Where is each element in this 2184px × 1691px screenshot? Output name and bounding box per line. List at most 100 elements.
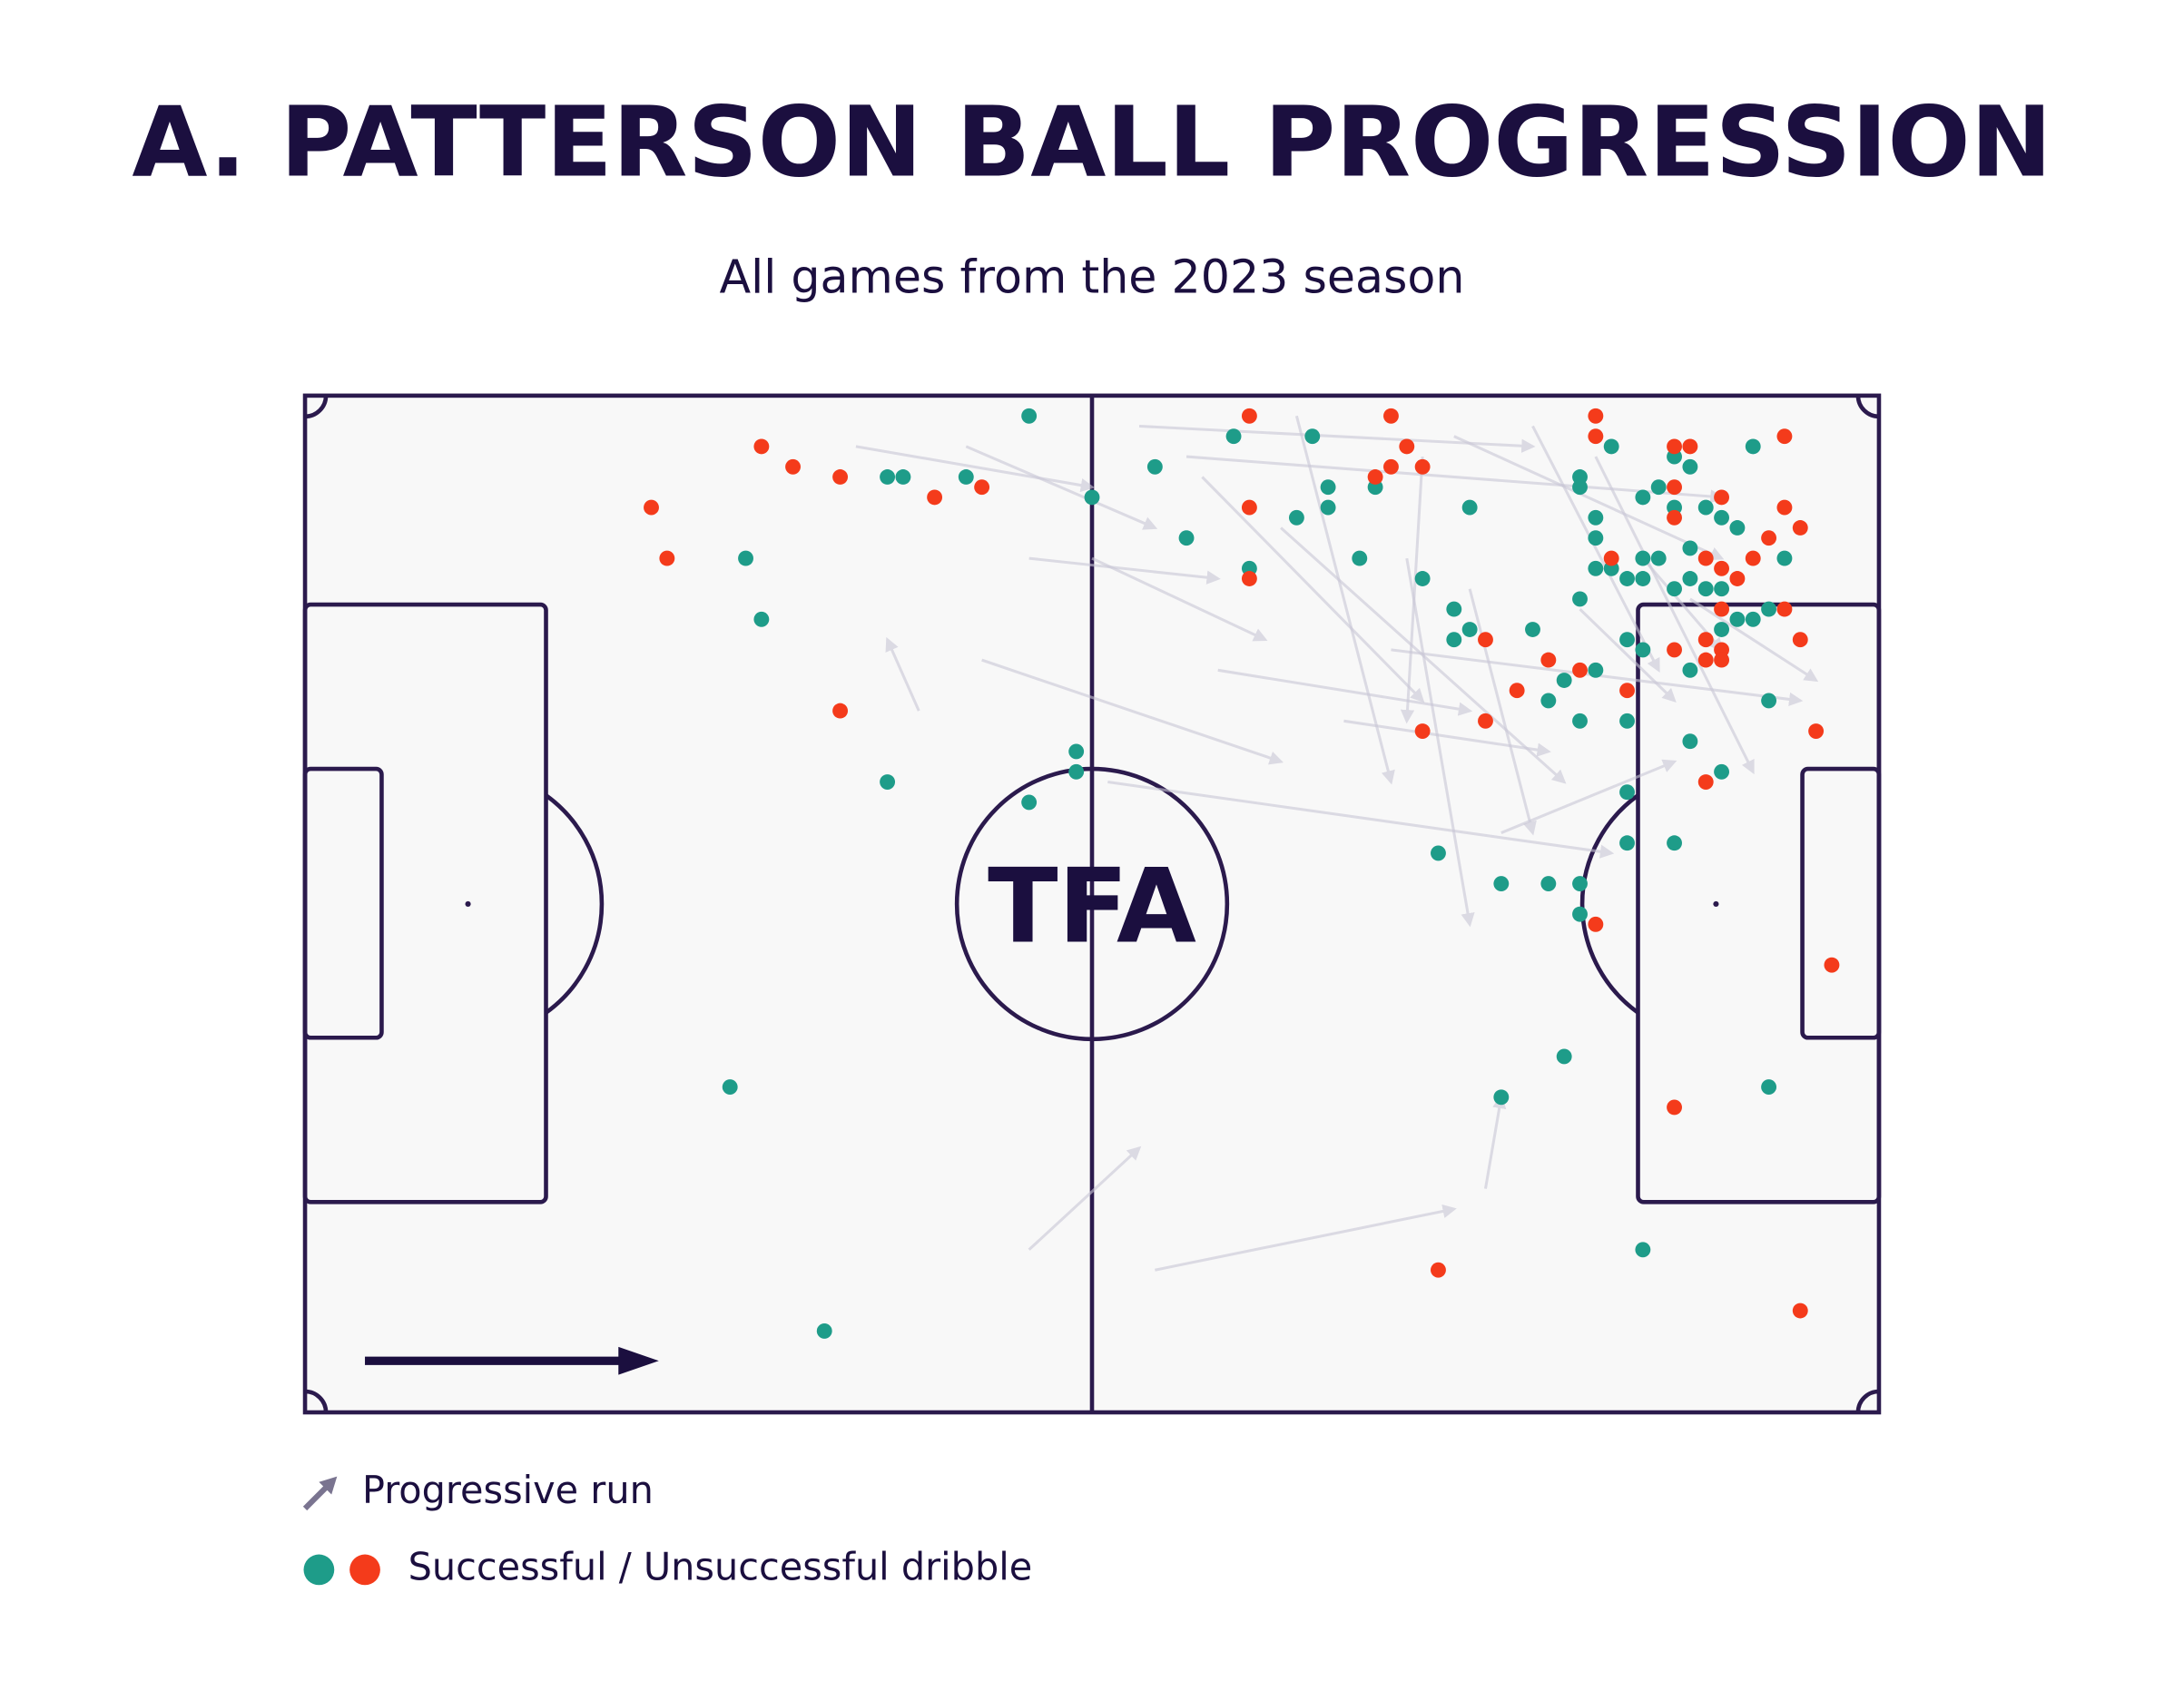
unsuccessful-dribble (1776, 601, 1793, 617)
unsuccessful-dribble (644, 499, 659, 516)
successful-dribble (1572, 876, 1588, 891)
unsuccessful-dribble (1603, 550, 1619, 566)
unsuccessful-dribble (1667, 642, 1682, 658)
dots-layer (644, 408, 1840, 1339)
successful-dribble (880, 774, 896, 790)
successful-dribble (1635, 489, 1651, 506)
unsuccessful-dribble (1745, 550, 1761, 566)
six-yard-box (1800, 766, 1882, 1040)
unsuccessful-dribble (1588, 916, 1604, 932)
successful-dribble (1682, 662, 1698, 678)
unsuccessful-dribble (1414, 458, 1431, 475)
runs-layer (855, 415, 1819, 1272)
successful-dribble (1761, 601, 1777, 617)
unsuccessful-dribble (1588, 408, 1604, 424)
successful-dribble (1619, 784, 1635, 801)
unsuccessful-dribble (1697, 632, 1714, 648)
successful-dribble (1431, 845, 1446, 861)
successful-dribble (1635, 571, 1651, 586)
successful-dribble (1446, 601, 1462, 617)
successful-dribble (1714, 622, 1730, 637)
unsuccessful-dribble (1241, 408, 1257, 424)
successful-dribble (738, 550, 753, 566)
progressive-run (981, 658, 1284, 765)
successful-dribble (1635, 642, 1651, 658)
legend-label: Progressive run (362, 1469, 654, 1512)
unsuccessful-dribble (1540, 652, 1557, 668)
unsuccessful-dribble (832, 469, 849, 485)
progressive-run (1579, 608, 1677, 703)
successful-dribble (895, 469, 911, 485)
successful-dribble (1068, 743, 1085, 760)
legend-swatch (349, 1554, 380, 1586)
successful-dribble (880, 469, 896, 485)
successful-dribble (1635, 550, 1651, 566)
successful-dribble (722, 1079, 738, 1096)
successful-dribble (1697, 499, 1714, 516)
successful-dribble (816, 1322, 832, 1339)
successful-dribble (1352, 550, 1368, 566)
successful-dribble (1588, 662, 1604, 678)
successful-dribble (753, 611, 770, 627)
unsuccessful-dribble (1478, 713, 1493, 729)
successful-dribble (1414, 571, 1431, 586)
progressive-run (1294, 415, 1395, 785)
successful-dribble (1572, 479, 1588, 496)
chart-title: A. PATTERSON BALL PROGRESSION (132, 85, 2051, 199)
progressive-run (1400, 456, 1424, 724)
unsuccessful-dribble (1367, 469, 1383, 485)
progressive-run (1107, 781, 1615, 859)
unsuccessful-dribble (1414, 723, 1431, 739)
unsuccessful-dribble (1667, 479, 1682, 496)
unsuccessful-dribble (1431, 1262, 1446, 1278)
successful-dribble (1288, 509, 1304, 526)
unsuccessful-dribble (785, 458, 801, 475)
unsuccessful-dribble (1667, 1099, 1682, 1116)
unsuccessful-dribble (1714, 489, 1730, 506)
successful-dribble (1619, 571, 1635, 586)
unsuccessful-dribble (927, 489, 943, 506)
successful-dribble (1714, 763, 1730, 780)
legend-run-icon-head (319, 1476, 338, 1495)
progressive-run (1468, 588, 1537, 836)
legend-swatch (303, 1554, 335, 1586)
successful-dribble (1745, 438, 1761, 455)
center-circle (954, 766, 1230, 1042)
successful-dribble (1729, 611, 1746, 627)
successful-dribble (1178, 530, 1195, 546)
successful-dribble (1619, 835, 1635, 851)
unsuccessful-dribble (1808, 723, 1825, 739)
unsuccessful-dribble (1697, 774, 1714, 790)
progressive-run (1453, 435, 1725, 560)
progressive-run (1185, 455, 1725, 504)
successful-dribble (1619, 713, 1635, 729)
successful-dribble (1729, 520, 1746, 536)
penalty-spot (1713, 900, 1719, 908)
penalty-spot (465, 900, 471, 908)
progressive-run (1483, 1094, 1507, 1189)
unsuccessful-dribble (1697, 652, 1714, 668)
legend: Progressive run Successful / Unsuccessfu… (302, 1469, 1033, 1588)
legend-label: Successful / Unsuccessful dribble (408, 1545, 1033, 1588)
progressive-run (1531, 425, 1660, 673)
successful-dribble (1588, 560, 1604, 576)
corner-arcs (304, 395, 1880, 1413)
successful-dribble (1540, 693, 1557, 709)
unsuccessful-dribble (1619, 683, 1635, 699)
progressive-run (1028, 556, 1221, 585)
successful-dribble (1714, 509, 1730, 526)
progressive-run (855, 445, 1096, 493)
progressive-run (1201, 476, 1425, 703)
successful-dribble (1588, 509, 1604, 526)
successful-dribble (1320, 499, 1336, 516)
successful-dribble (1461, 622, 1478, 637)
unsuccessful-dribble (1667, 438, 1682, 455)
successful-dribble (1572, 713, 1588, 729)
progressive-run (1091, 556, 1268, 642)
successful-dribble (1682, 458, 1698, 475)
successful-dribble (1572, 591, 1588, 607)
unsuccessful-dribble (1776, 499, 1793, 516)
six-yard-box (302, 766, 384, 1040)
